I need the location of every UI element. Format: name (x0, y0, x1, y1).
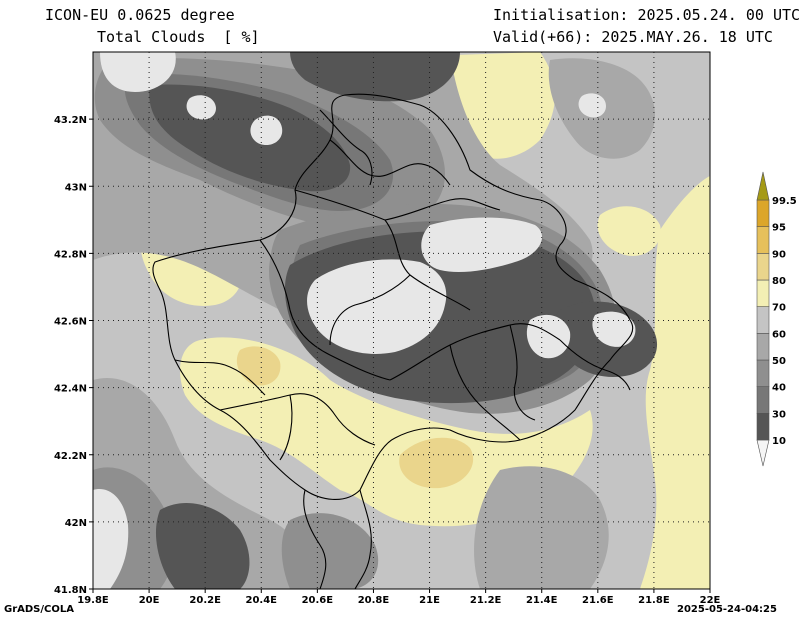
lon-tick-label: 21.8E (638, 595, 670, 606)
border-north-1 (319, 109, 373, 186)
lat-tick-label: 43.2N (54, 115, 87, 126)
lon-tick-label: 20.6E (302, 595, 334, 606)
lon-tick-label: 20.2E (189, 595, 221, 606)
border-internal-1 (294, 189, 471, 311)
color-bar-label: 70 (772, 303, 786, 314)
cloud-layer-30-top (290, 52, 460, 102)
lon-tick-label: 20E (139, 595, 160, 606)
cloud-layer-80-east (640, 176, 710, 589)
color-bar-max-arrow (756, 171, 770, 201)
border-south-1 (303, 489, 327, 590)
border-internal-2 (384, 198, 501, 221)
border-internal-9 (509, 324, 536, 421)
border-internal-3 (329, 139, 451, 186)
lat-tick-label: 42.4N (54, 384, 87, 395)
border-east-1 (559, 339, 631, 391)
color-bar-swatch (756, 199, 770, 227)
lat-tick-label: 42N (65, 518, 87, 529)
color-bar-label: 80 (772, 276, 786, 287)
lon-tick-label: 21.4E (526, 595, 558, 606)
model-title: ICON-EU 0.0625 degree (45, 6, 235, 24)
cloud-layer-10-central (307, 259, 447, 354)
cloud-layer-10-southwest (93, 489, 129, 589)
color-bar-label: 95 (772, 223, 786, 234)
border-internal-4 (259, 239, 391, 381)
lat-tick-label: 42.2N (54, 451, 87, 462)
cloud-layer-10-east (526, 314, 571, 359)
lon-tick-label: 19.8E (77, 595, 109, 606)
border-south-2 (354, 489, 372, 590)
cloud-layer-10-spot-1 (250, 115, 283, 146)
border-west-1 (174, 359, 266, 396)
cloud-layer-80-south (180, 337, 593, 527)
cloud-layer-90-spot (399, 437, 474, 489)
color-bar-label: 50 (772, 356, 786, 367)
color-bar-swatch (756, 413, 770, 441)
color-bar-swatch (756, 359, 770, 387)
lat-tick-label: 42.6N (54, 317, 87, 328)
lon-tick-label: 21E (419, 595, 440, 606)
color-bar-label: 99.5 (772, 196, 797, 207)
color-bar-swatch (756, 279, 770, 307)
lon-tick-label: 22E (700, 595, 721, 606)
border-outline (152, 93, 634, 501)
cloud-layer-10-spot-3 (578, 93, 606, 118)
border-lines (152, 93, 634, 590)
lon-tick-label: 20.4E (246, 595, 278, 606)
color-bar-swatch (756, 253, 770, 281)
initialisation-time: Initialisation: 2025.05.24. 00 UTC (493, 6, 800, 24)
cloud-field (93, 52, 710, 589)
color-bar-label: 10 (772, 436, 786, 447)
lon-tick-label: 20.8E (358, 595, 390, 606)
border-internal-6 (219, 393, 376, 446)
latitude-axis: 41.8N 42N 42.2N 42.4N 42.6N 42.8N 43N 43.2N (54, 115, 93, 596)
color-bar-swatch (756, 306, 770, 334)
color-bar-swatch (756, 226, 770, 254)
border-internal-8 (449, 344, 521, 441)
valid-time: Valid(+66): 2025.MAY.26. 18 UTC (493, 28, 773, 46)
cloud-layer-50-south (281, 513, 379, 589)
creation-timestamp: 2025-05-24-04:25 (677, 604, 777, 615)
cloud-layer-80-north (453, 52, 555, 159)
cloud-layer-10-north (421, 217, 543, 273)
lat-tick-label: 42.8N (54, 249, 87, 260)
cloud-layer-30-southwest (155, 502, 250, 589)
color-bar-swatch (756, 386, 770, 414)
color-bar-label: 40 (772, 383, 786, 394)
border-internal-7 (279, 394, 293, 461)
lon-tick-label: 21.2E (470, 595, 502, 606)
border-internal-10 (329, 274, 411, 346)
color-bar-swatch (756, 333, 770, 361)
color-bar-label: 90 (772, 249, 786, 260)
color-bar-label: 30 (772, 409, 786, 420)
longitude-axis: 19.8E 20E 20.2E 20.4E 20.6E 20.8E 21E 21.2E 21.4… (77, 589, 721, 606)
border-internal-5 (389, 323, 561, 381)
lon-tick-label: 21.6E (582, 595, 614, 606)
software-credit: GrADS/COLA (4, 604, 74, 615)
color-bar-label: 60 (772, 329, 786, 340)
color-bar-legend: 10 30 40 50 60 70 80 90 95 99.5 (756, 171, 797, 467)
cloud-layer-10-nw (100, 52, 176, 92)
color-bar-min-arrow (756, 439, 770, 467)
lat-tick-label: 41.8N (54, 585, 87, 596)
lat-tick-label: 43N (65, 182, 87, 193)
cloud-layer-80-ne (597, 206, 661, 256)
cloud-layer-10-spot-2 (186, 95, 216, 120)
cloud-layer-90-spot-2 (236, 346, 281, 386)
field-title: Total Clouds [ %] (97, 28, 260, 46)
